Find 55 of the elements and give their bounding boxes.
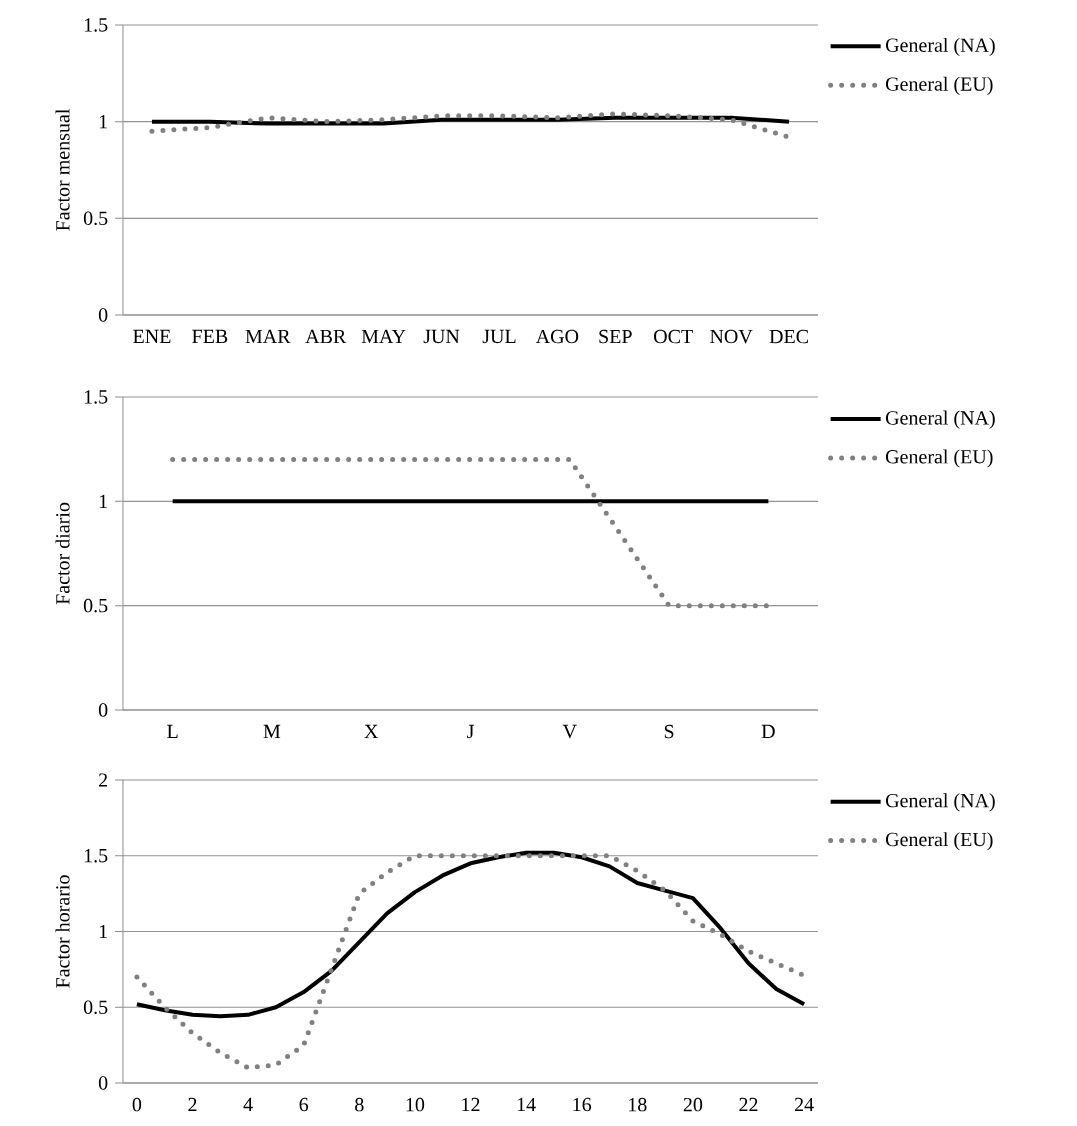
- x-tick-label: X: [364, 724, 379, 738]
- x-tick-label: S: [664, 724, 674, 739]
- y-tick-label: 1.5: [84, 390, 108, 404]
- x-tick-label: M: [263, 724, 281, 738]
- y-tick-label: 0: [98, 703, 108, 717]
- legend-label: General (EU): [885, 449, 993, 468]
- line-series: [134, 850, 807, 1019]
- x-tick-label: 8: [355, 1097, 364, 1112]
- y-axis-title: Factor diario: [55, 502, 70, 605]
- x-tick-label: J: [467, 724, 474, 739]
- y-tick-label: 1: [99, 494, 107, 508]
- x-tick-label: 4: [243, 1097, 253, 1112]
- x-tick-label: D: [761, 724, 775, 738]
- x-tick-label: 24: [794, 1097, 814, 1112]
- x-tick-label: 2: [188, 1097, 197, 1112]
- y-tick-label: 1: [99, 924, 107, 939]
- y-tick-label: 0: [98, 308, 108, 322]
- x-tick-label: 18: [629, 1097, 647, 1112]
- x-tick-label: 0: [132, 1097, 142, 1112]
- x-tick-label: ENE: [133, 329, 171, 343]
- x-tick-label: MAR: [245, 329, 291, 344]
- y-tick-label: 2: [99, 773, 108, 787]
- x-tick-label: NOV: [710, 329, 753, 344]
- legend-label: General (EU): [885, 832, 993, 851]
- y-axis-title: Factor mensual: [55, 109, 70, 231]
- x-tick-label: JUL: [482, 329, 516, 344]
- y-tick-label: 0.5: [83, 598, 108, 613]
- y-tick-label: 1.5: [84, 849, 108, 863]
- x-tick-label: V: [562, 724, 577, 739]
- x-tick-label: 10: [406, 1097, 425, 1112]
- x-tick-label: 12: [462, 1097, 480, 1112]
- x-tick-label: 16: [573, 1097, 592, 1112]
- x-tick-label: 22: [739, 1097, 758, 1112]
- x-tick-label: FEB: [192, 329, 228, 344]
- x-tick-label: SEP: [599, 329, 632, 344]
- y-tick-label: 0.5: [83, 1000, 108, 1015]
- legend-label: General (NA): [885, 793, 995, 812]
- legend-label: General (NA): [885, 37, 995, 57]
- y-tick-label: 0.5: [83, 211, 108, 226]
- x-tick-label: L: [167, 724, 178, 738]
- x-tick-label: AGO: [535, 329, 579, 344]
- x-tick-label: DEC: [769, 329, 808, 344]
- x-tick-label: 20: [683, 1097, 703, 1112]
- legend-label: General (EU): [885, 76, 993, 95]
- x-tick-label: MAY: [361, 329, 406, 344]
- x-tick-label: JUN: [423, 329, 460, 344]
- y-axis-title: Factor horario: [55, 875, 70, 988]
- legend-label: General (NA): [885, 410, 995, 429]
- y-tick-label: 0: [98, 1076, 108, 1090]
- y-tick-label: 1.5: [84, 18, 108, 32]
- x-tick-label: OCT: [654, 329, 693, 344]
- y-tick-label: 1: [99, 115, 107, 129]
- x-tick-label: ABR: [305, 329, 347, 344]
- x-tick-label: 14: [517, 1097, 536, 1112]
- x-tick-label: 6: [299, 1097, 309, 1112]
